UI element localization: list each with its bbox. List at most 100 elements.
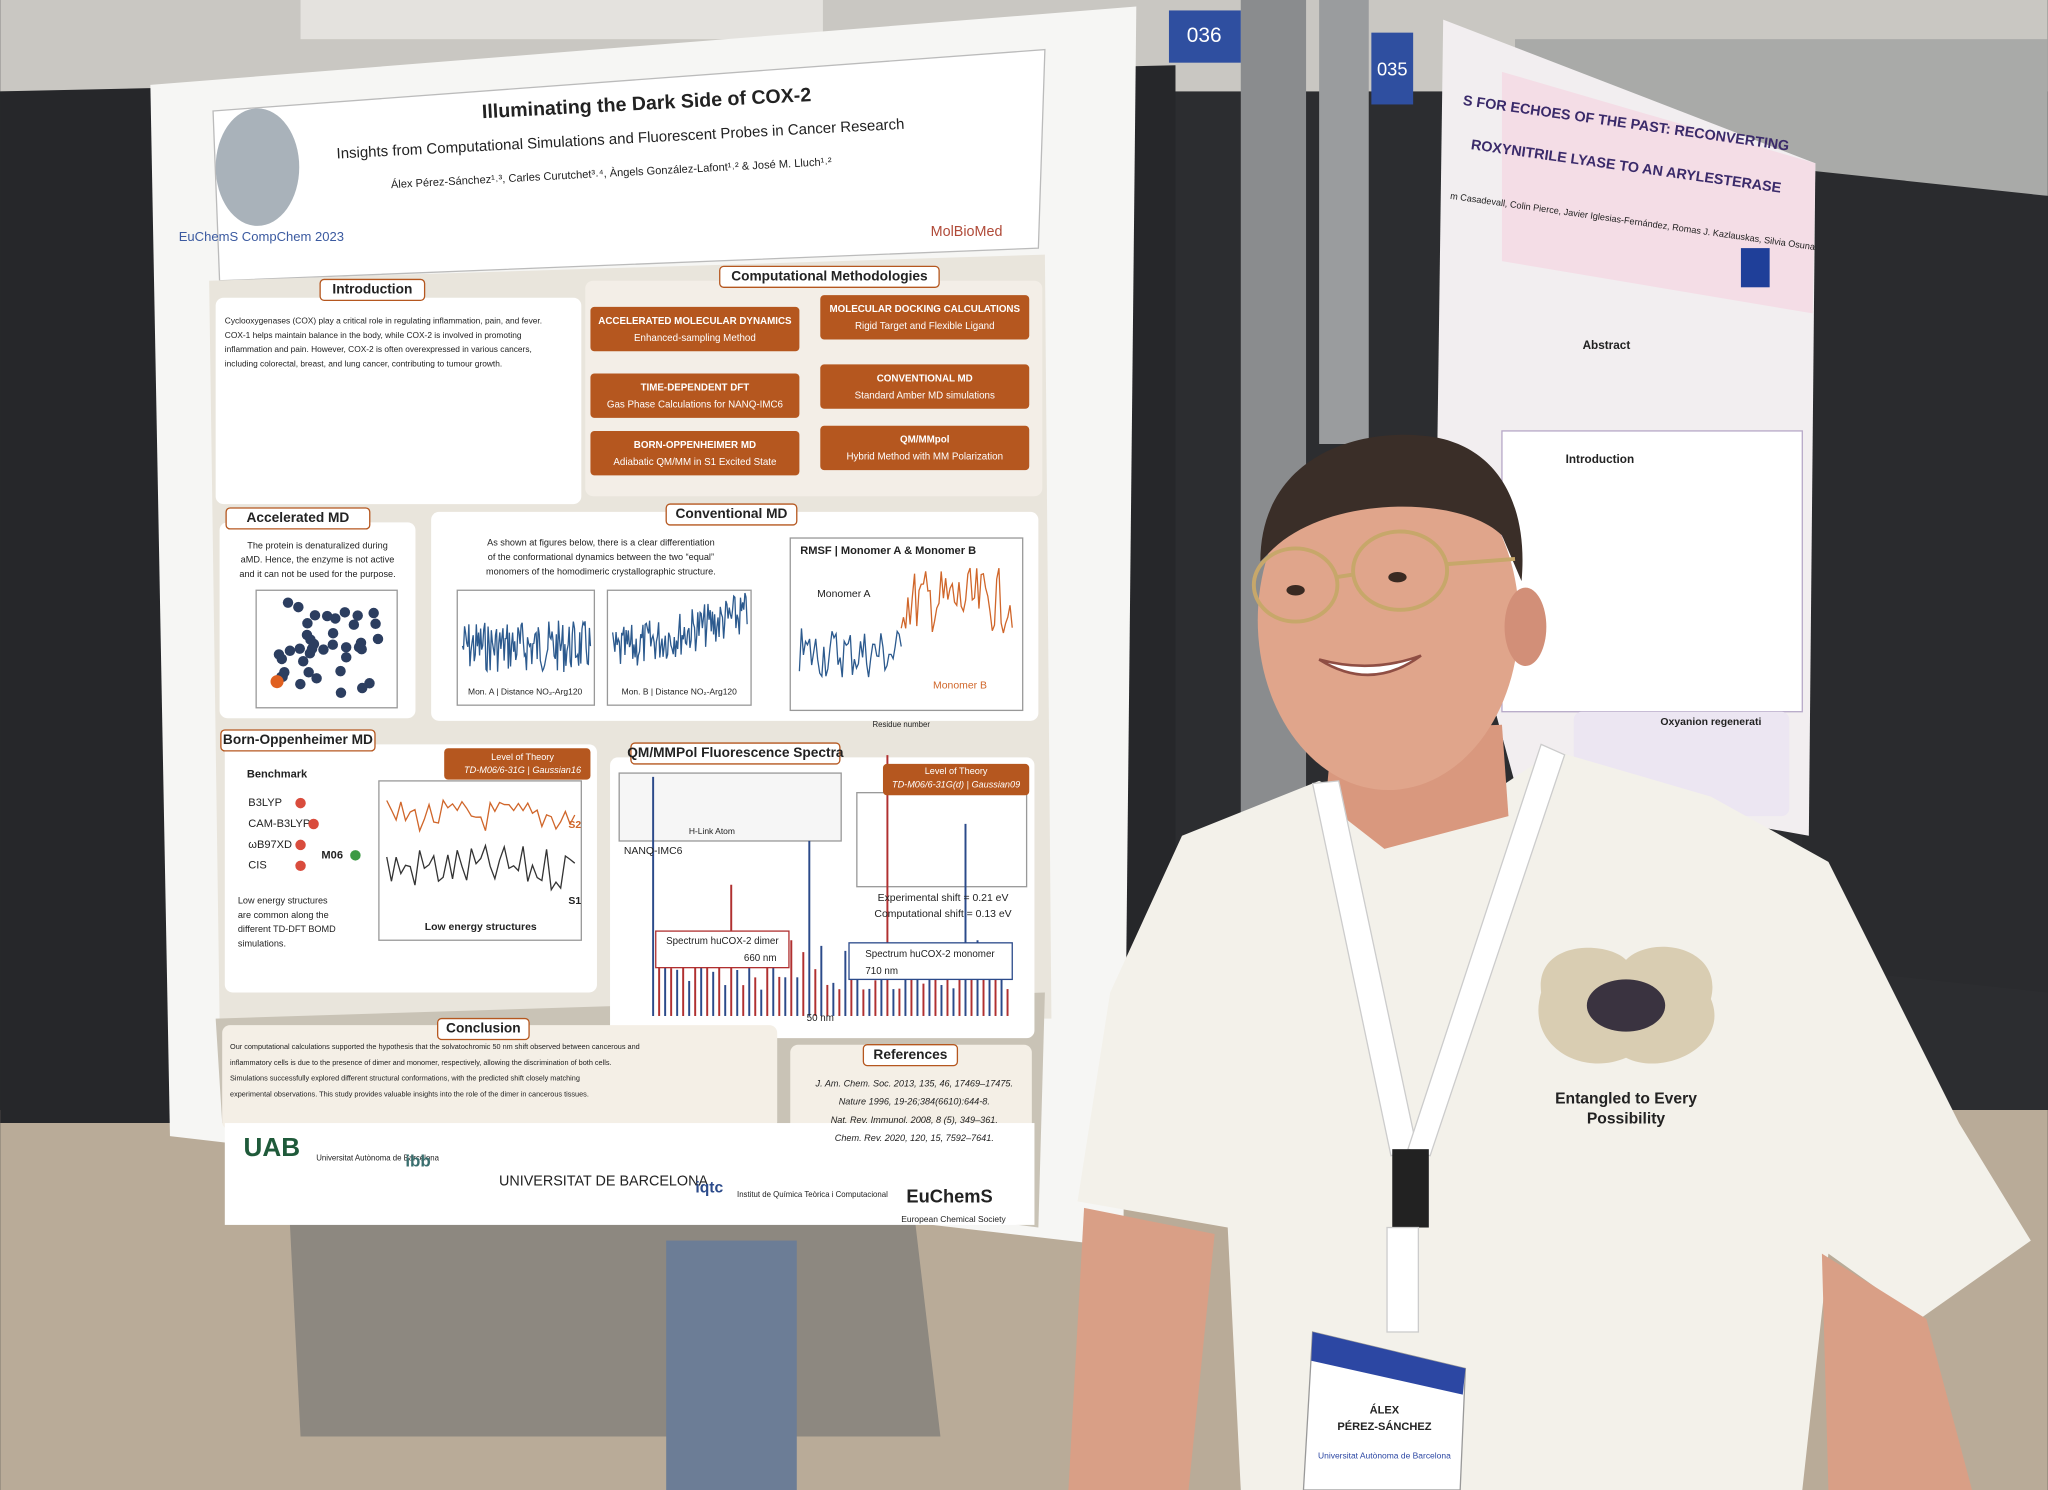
- pillar-2: [1319, 0, 1369, 444]
- scatter-dot: [364, 678, 375, 689]
- scatter-dot: [352, 610, 363, 621]
- lanyard: [1407, 743, 1566, 1157]
- section-heading: Accelerated MD: [247, 510, 350, 525]
- lanyard-clip: [1392, 1149, 1429, 1228]
- second-oxyanion: Oxyanion regenerati: [1660, 717, 1761, 728]
- bomd-line: simulations.: [238, 939, 286, 949]
- protein-image: [215, 108, 300, 226]
- scatter-dot: [327, 639, 339, 650]
- scatter-dot: [335, 665, 346, 677]
- method-title: BORN-OPPENHEIMER MD: [634, 440, 756, 451]
- smile: [1318, 654, 1422, 677]
- footer-logo: Institut de Química Teòrica i Computacio…: [737, 1190, 888, 1199]
- plot-label: Low energy structures: [425, 922, 537, 933]
- accept-mark: [350, 850, 361, 861]
- bomd-line: Low energy structures: [238, 895, 328, 905]
- s1: S1: [568, 896, 581, 907]
- scatter-dot: [276, 653, 288, 665]
- scatter-dot: [341, 652, 352, 663]
- cmd-line: As shown at figures below, there is a cl…: [487, 538, 715, 548]
- conclusion-line: experimental observations. This study pr…: [230, 1089, 589, 1098]
- booth-number-box: [1371, 32, 1414, 105]
- footer-logo: ibb: [405, 1152, 430, 1171]
- plot-title: RMSF | Monomer A & Monomer B: [800, 545, 976, 557]
- footer-logo: UAB: [244, 1132, 301, 1162]
- spectrum-label-box: [848, 942, 1013, 981]
- legend-a: Monomer A: [817, 589, 870, 600]
- conclusion-panel: [222, 1025, 778, 1130]
- scatter-dot: [327, 628, 339, 639]
- badge-affiliation: Universitat Autònoma de Barcelona: [1318, 1450, 1451, 1460]
- section-heading-box: [225, 507, 371, 530]
- ear: [1504, 587, 1547, 666]
- glasses-arm: [1446, 556, 1516, 567]
- shift-exp: Experimental shift = 0.21 eV: [878, 893, 1009, 904]
- cmd-line: of the conformational dynamics between t…: [488, 552, 714, 562]
- s2: S2: [568, 820, 581, 831]
- footer-logo: UNIVERSITAT DE BARCELONA: [499, 1174, 708, 1190]
- badge-name: PÉREZ-SÁNCHEZ: [1337, 1420, 1431, 1433]
- level-title: Level of Theory: [491, 752, 554, 762]
- scatter-dot: [297, 656, 309, 667]
- scatter-dot: [356, 643, 367, 655]
- method-box: [820, 425, 1030, 471]
- badge-name: ÁLEX: [1370, 1403, 1400, 1416]
- shift-comp: Computational shift = 0.13 eV: [874, 909, 1011, 920]
- section-heading: References: [873, 1047, 947, 1062]
- shirt: [1077, 750, 2031, 1490]
- scatter-dot: [339, 607, 351, 618]
- scatter-dot: [335, 687, 347, 698]
- glasses-lens: [1351, 529, 1450, 612]
- molecule-box: [618, 772, 842, 842]
- functional: CAM-B3LYP: [248, 818, 310, 830]
- eu-flag: [1740, 248, 1770, 288]
- functional: B3LYP: [248, 797, 282, 809]
- section-heading-box: [630, 742, 841, 765]
- reject-mark: [295, 797, 306, 809]
- method-subtitle: Rigid Target and Flexible Ligand: [855, 321, 995, 332]
- scatter-dot: [340, 642, 352, 653]
- level-method: TD-M06/6-31G(d) | Gaussian09: [892, 779, 1020, 789]
- plot-trace: [798, 628, 902, 679]
- scatter-dot: [293, 601, 304, 613]
- reference: J. Am. Chem. Soc. 2013, 135, 46, 17469–1…: [815, 1078, 1014, 1088]
- shirt-text: Entangled to Every: [1555, 1091, 1697, 1108]
- section-heading: Introduction: [332, 282, 412, 297]
- intro-panel: [215, 297, 582, 505]
- monomer: Spectrum huCOX-2 monomer: [865, 949, 995, 960]
- method-subtitle: Adiabatic QM/MM in S1 Excited State: [613, 457, 776, 468]
- scatter-dot: [302, 618, 313, 629]
- conclusion-line: Our computational calculations supported…: [230, 1042, 640, 1051]
- shift-nm: 50 nm: [807, 1013, 834, 1024]
- footer-logo: iqtc: [695, 1179, 723, 1196]
- reference: Nat. Rev. Immunol. 2008, 8 (5), 349–361.: [831, 1115, 998, 1125]
- scatter-dot: [294, 643, 305, 654]
- face: [1257, 450, 1519, 791]
- reject-mark: [308, 818, 319, 830]
- intro-line: inflammation and pain. However, COX-2 is…: [225, 344, 532, 354]
- method-box: [820, 295, 1030, 340]
- conference: EuChemS CompChem 2023: [179, 229, 344, 244]
- probe: NANQ-IMC6: [624, 846, 683, 857]
- booth-number: 036: [1187, 24, 1222, 47]
- footer-logo: Universitat Autònoma de Barcelona: [316, 1153, 439, 1162]
- amd-line: aMD. Hence, the enzyme is not active: [241, 555, 395, 565]
- section-heading-box: [862, 1044, 959, 1067]
- section-heading: Conventional MD: [676, 506, 788, 521]
- method-title: CONVENTIONAL MD: [877, 373, 973, 384]
- method-subtitle: Standard Amber MD simulations: [855, 390, 995, 401]
- method-box: [590, 306, 800, 352]
- plot-trace: [386, 843, 576, 892]
- scatter-dot: [304, 648, 316, 659]
- level-box: [444, 748, 591, 780]
- reject-mark: [295, 860, 306, 872]
- scatter-dot: [295, 678, 306, 690]
- monomer-nm: 710 nm: [865, 966, 898, 977]
- second-abstract: Abstract: [1583, 339, 1631, 352]
- scatter-dot: [309, 610, 321, 621]
- legend-b: Monomer B: [933, 680, 987, 691]
- reference: Nature 1996, 19-26;384(6610):644-8.: [839, 1097, 990, 1107]
- shirt-text: Possibility: [1587, 1110, 1666, 1127]
- scatter-dot: [303, 667, 314, 678]
